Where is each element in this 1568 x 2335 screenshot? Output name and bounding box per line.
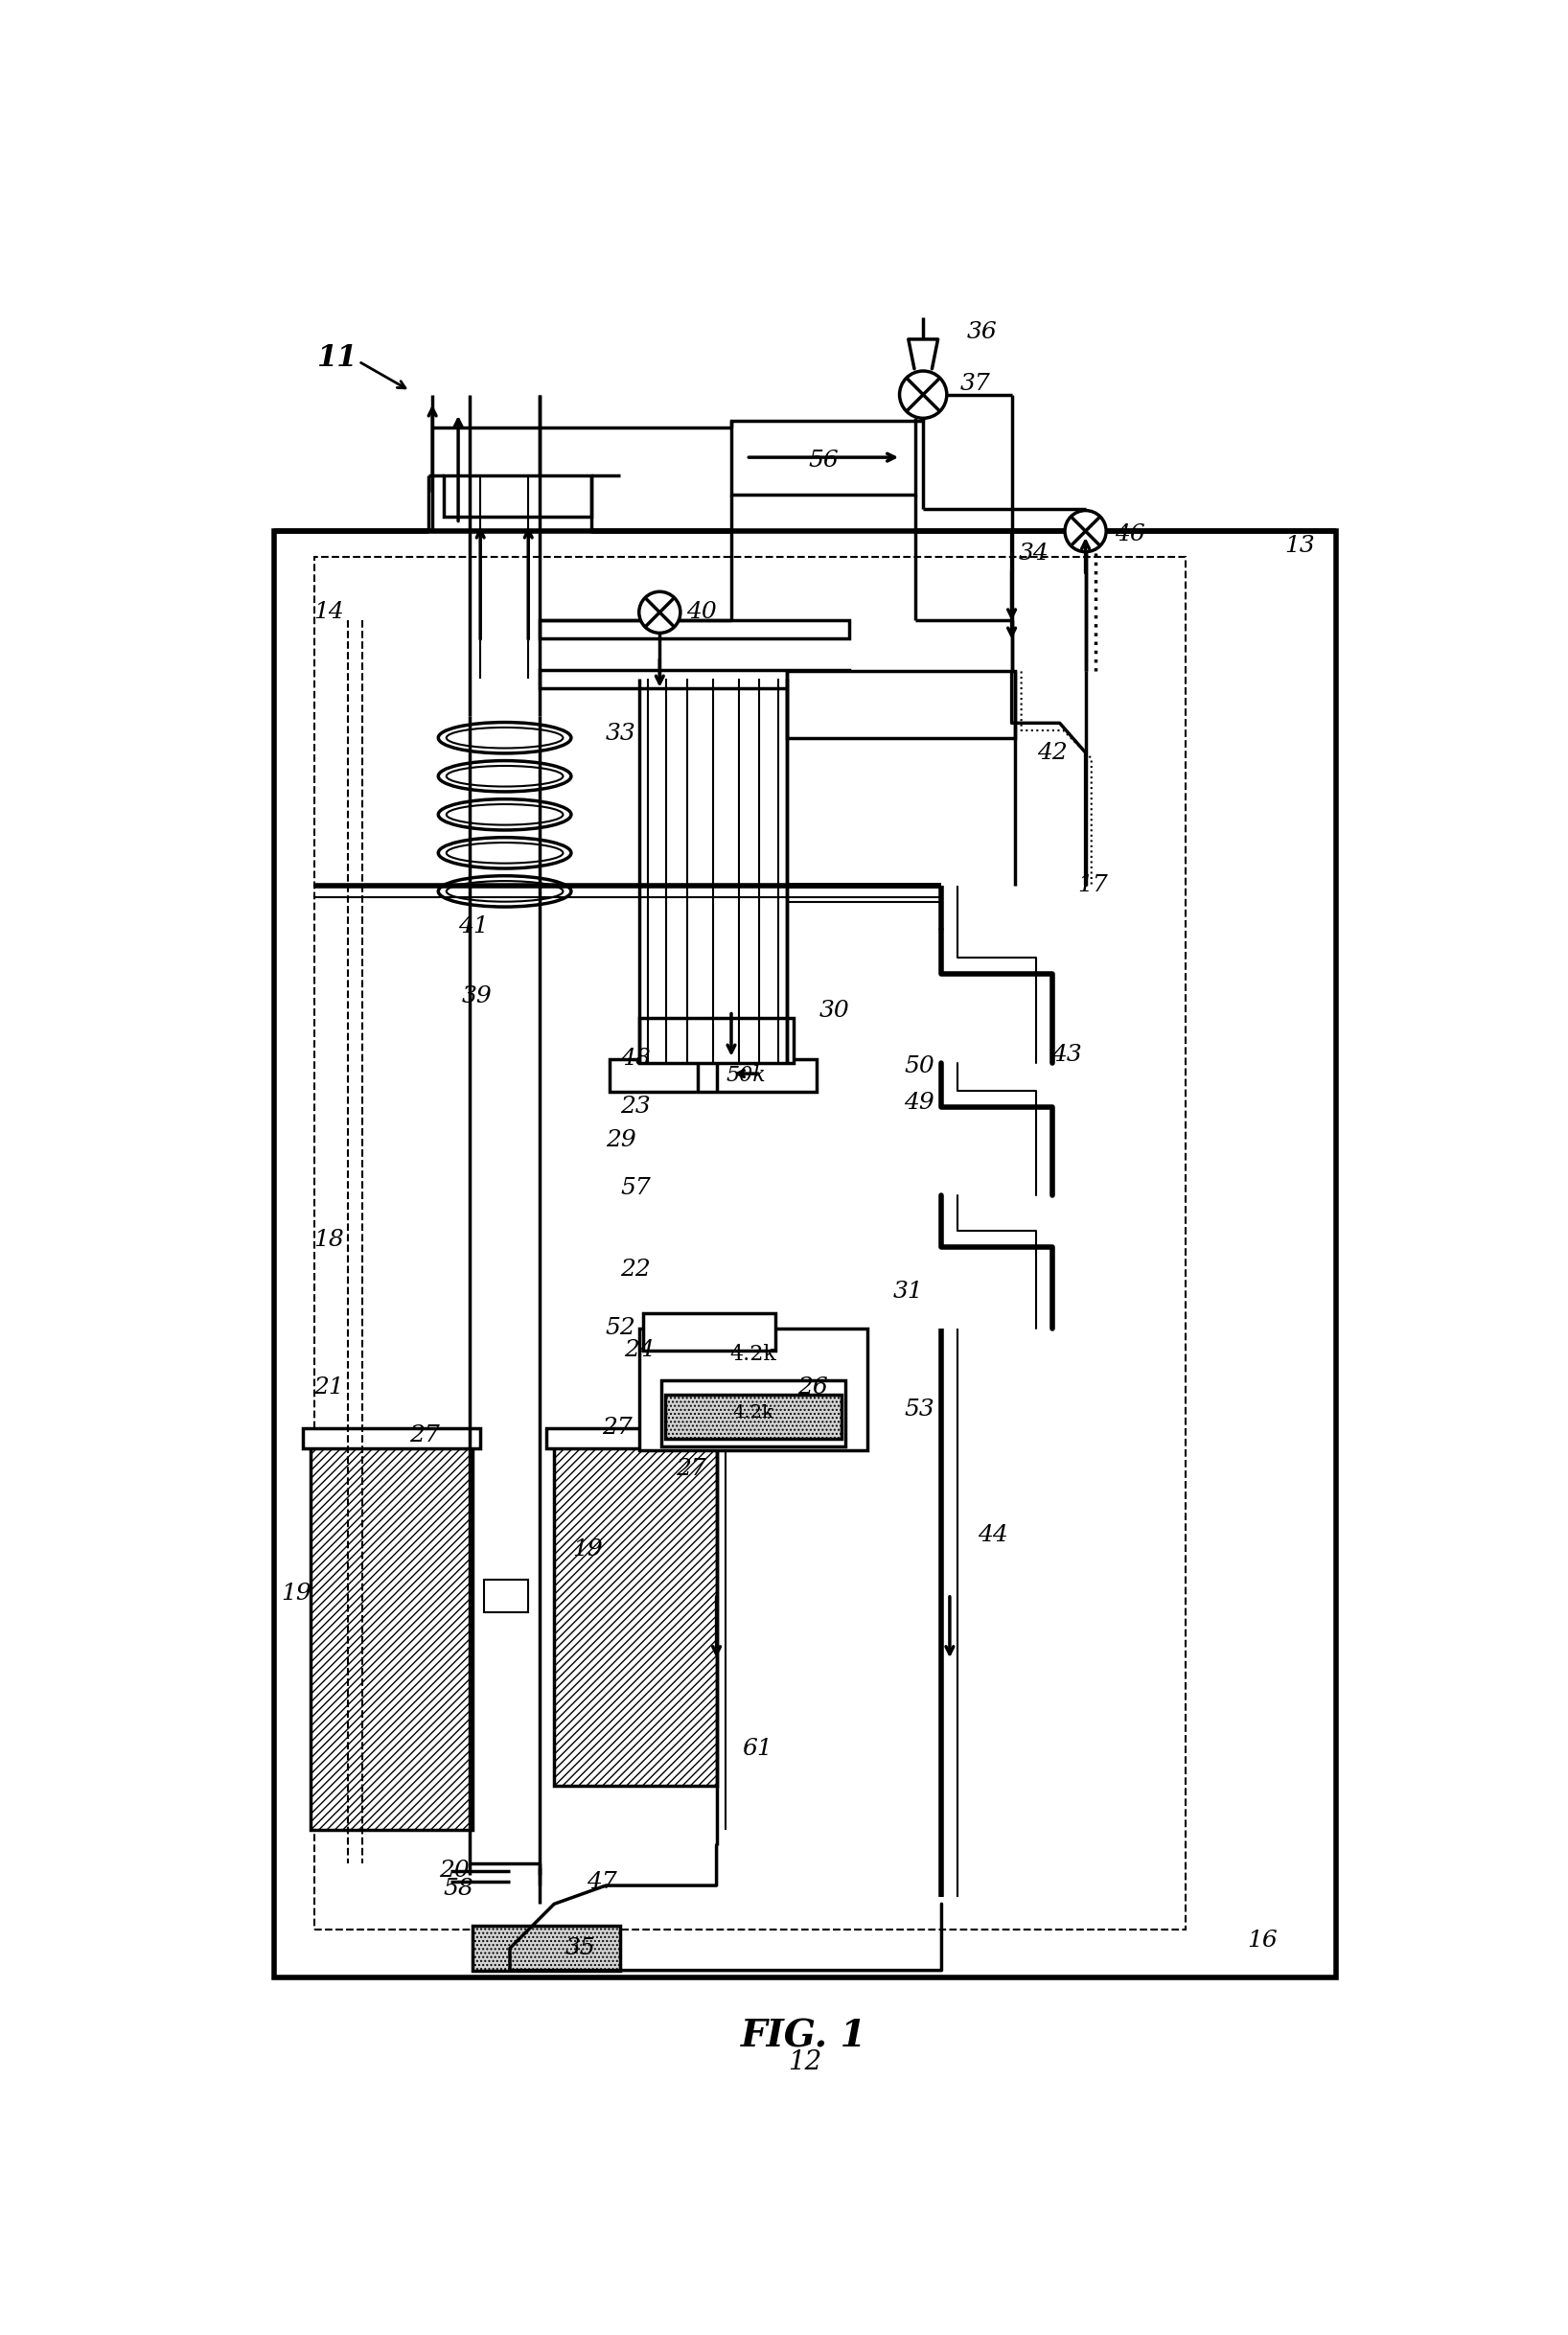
Text: 48: 48 <box>619 1048 651 1069</box>
Text: 49: 49 <box>905 1093 935 1114</box>
Text: 17: 17 <box>1077 873 1109 897</box>
Text: 27: 27 <box>409 1424 441 1445</box>
Text: 18: 18 <box>314 1228 345 1252</box>
Text: 43: 43 <box>1052 1044 1082 1067</box>
Text: 57: 57 <box>619 1177 651 1200</box>
Text: 20: 20 <box>439 1859 470 1882</box>
Bar <box>474 1926 621 1971</box>
Text: 47: 47 <box>586 1870 618 1894</box>
Text: 29: 29 <box>605 1130 635 1151</box>
Text: 56: 56 <box>809 451 839 472</box>
Text: 24: 24 <box>624 1340 654 1361</box>
Text: 36: 36 <box>967 320 997 343</box>
Text: 35: 35 <box>564 1938 596 1959</box>
Text: 44: 44 <box>978 1525 1008 1546</box>
Text: 14: 14 <box>314 602 345 623</box>
Text: 41: 41 <box>458 915 488 936</box>
Bar <box>787 672 1016 738</box>
Bar <box>314 558 1185 1929</box>
Text: 4.2k: 4.2k <box>732 1406 775 1422</box>
Text: 33: 33 <box>605 724 635 745</box>
Bar <box>731 420 916 495</box>
Text: 27: 27 <box>676 1457 706 1480</box>
Text: 39: 39 <box>461 985 492 1006</box>
Text: 19: 19 <box>572 1539 602 1560</box>
Text: 52: 52 <box>605 1317 635 1340</box>
Text: 50: 50 <box>905 1055 935 1076</box>
Bar <box>554 1445 717 1786</box>
Circle shape <box>640 591 681 633</box>
Bar <box>310 1445 474 1831</box>
Text: 4.2k: 4.2k <box>731 1343 776 1364</box>
Bar <box>539 619 850 637</box>
Bar <box>485 1578 528 1613</box>
Text: 19: 19 <box>281 1583 310 1604</box>
Bar <box>274 530 1336 1978</box>
Text: 53: 53 <box>905 1399 935 1420</box>
Text: 46: 46 <box>1115 523 1145 546</box>
Bar <box>665 1394 842 1438</box>
Text: 26: 26 <box>797 1375 828 1399</box>
Text: 61: 61 <box>742 1737 773 1761</box>
Text: 42: 42 <box>1036 743 1068 764</box>
Text: 22: 22 <box>619 1259 651 1280</box>
Text: 34: 34 <box>1019 542 1049 565</box>
Text: 13: 13 <box>1284 535 1314 558</box>
Text: 27: 27 <box>602 1417 632 1438</box>
Bar <box>539 670 850 689</box>
Text: 16: 16 <box>1248 1929 1278 1952</box>
Bar <box>547 1429 724 1448</box>
Text: FIG. 1: FIG. 1 <box>740 2017 867 2055</box>
Circle shape <box>900 371 947 418</box>
Bar <box>303 1429 480 1448</box>
Bar <box>444 476 591 516</box>
Bar <box>640 1329 867 1450</box>
Bar <box>610 1058 817 1093</box>
Text: 11: 11 <box>317 343 358 374</box>
Text: 12: 12 <box>789 2050 822 2076</box>
Text: 40: 40 <box>687 602 717 623</box>
Text: 30: 30 <box>820 999 850 1023</box>
Circle shape <box>1065 511 1105 551</box>
Bar <box>640 1018 793 1062</box>
Bar <box>643 1315 776 1350</box>
Text: 23: 23 <box>619 1095 651 1118</box>
Text: 31: 31 <box>894 1280 924 1303</box>
Text: 37: 37 <box>960 374 989 395</box>
Text: 58: 58 <box>444 1877 474 1901</box>
Text: 21: 21 <box>314 1375 345 1399</box>
Bar <box>662 1380 845 1445</box>
Text: 50k: 50k <box>726 1065 767 1086</box>
